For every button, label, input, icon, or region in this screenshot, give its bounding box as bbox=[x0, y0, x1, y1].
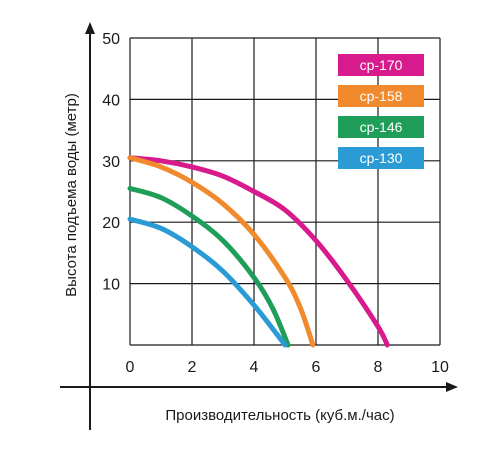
legend: cp-170 cp-158 cp-146 cp-130 bbox=[338, 54, 424, 169]
x-tick-label: 4 bbox=[250, 359, 259, 376]
y-axis-label: Высота подъема воды (метр) bbox=[63, 93, 80, 297]
x-tick-label: 6 bbox=[312, 359, 321, 376]
series-lines bbox=[127, 155, 390, 348]
x-tick-label: 0 bbox=[126, 359, 135, 376]
axes bbox=[60, 22, 458, 430]
series-line-cp-146 bbox=[127, 185, 291, 348]
y-tick-label: 30 bbox=[102, 154, 120, 171]
y-tick-label: 20 bbox=[102, 215, 120, 232]
x-tick-label: 8 bbox=[374, 359, 383, 376]
series-line-cp-130 bbox=[127, 216, 288, 348]
legend-label-cp-146: cp-146 bbox=[360, 119, 403, 135]
legend-label-cp-158: cp-158 bbox=[360, 88, 403, 104]
y-tick-label: 10 bbox=[102, 277, 120, 294]
legend-label-cp-170: cp-170 bbox=[360, 57, 403, 73]
x-axis-label: Производительность (куб.м./час) bbox=[165, 407, 394, 424]
x-axis-arrow bbox=[446, 382, 458, 392]
y-tick-label: 40 bbox=[102, 92, 120, 109]
legend-swatch-cp-130 bbox=[338, 147, 424, 169]
y-axis-arrow bbox=[85, 22, 95, 34]
y-tick-label: 50 bbox=[102, 31, 120, 48]
x-tick-label: 10 bbox=[431, 359, 449, 376]
x-tick-label: 2 bbox=[188, 359, 197, 376]
legend-label-cp-130: cp-130 bbox=[360, 150, 403, 166]
tick-labels: 0 2 4 6 8 10 10 20 30 40 50 bbox=[102, 31, 449, 376]
series-line-cp-170 bbox=[127, 155, 390, 348]
legend-swatch-cp-170 bbox=[338, 54, 424, 76]
legend-swatch-cp-146 bbox=[338, 116, 424, 138]
series-line-cp-158 bbox=[127, 155, 316, 348]
legend-swatch-cp-158 bbox=[338, 85, 424, 107]
grid bbox=[129, 37, 441, 346]
